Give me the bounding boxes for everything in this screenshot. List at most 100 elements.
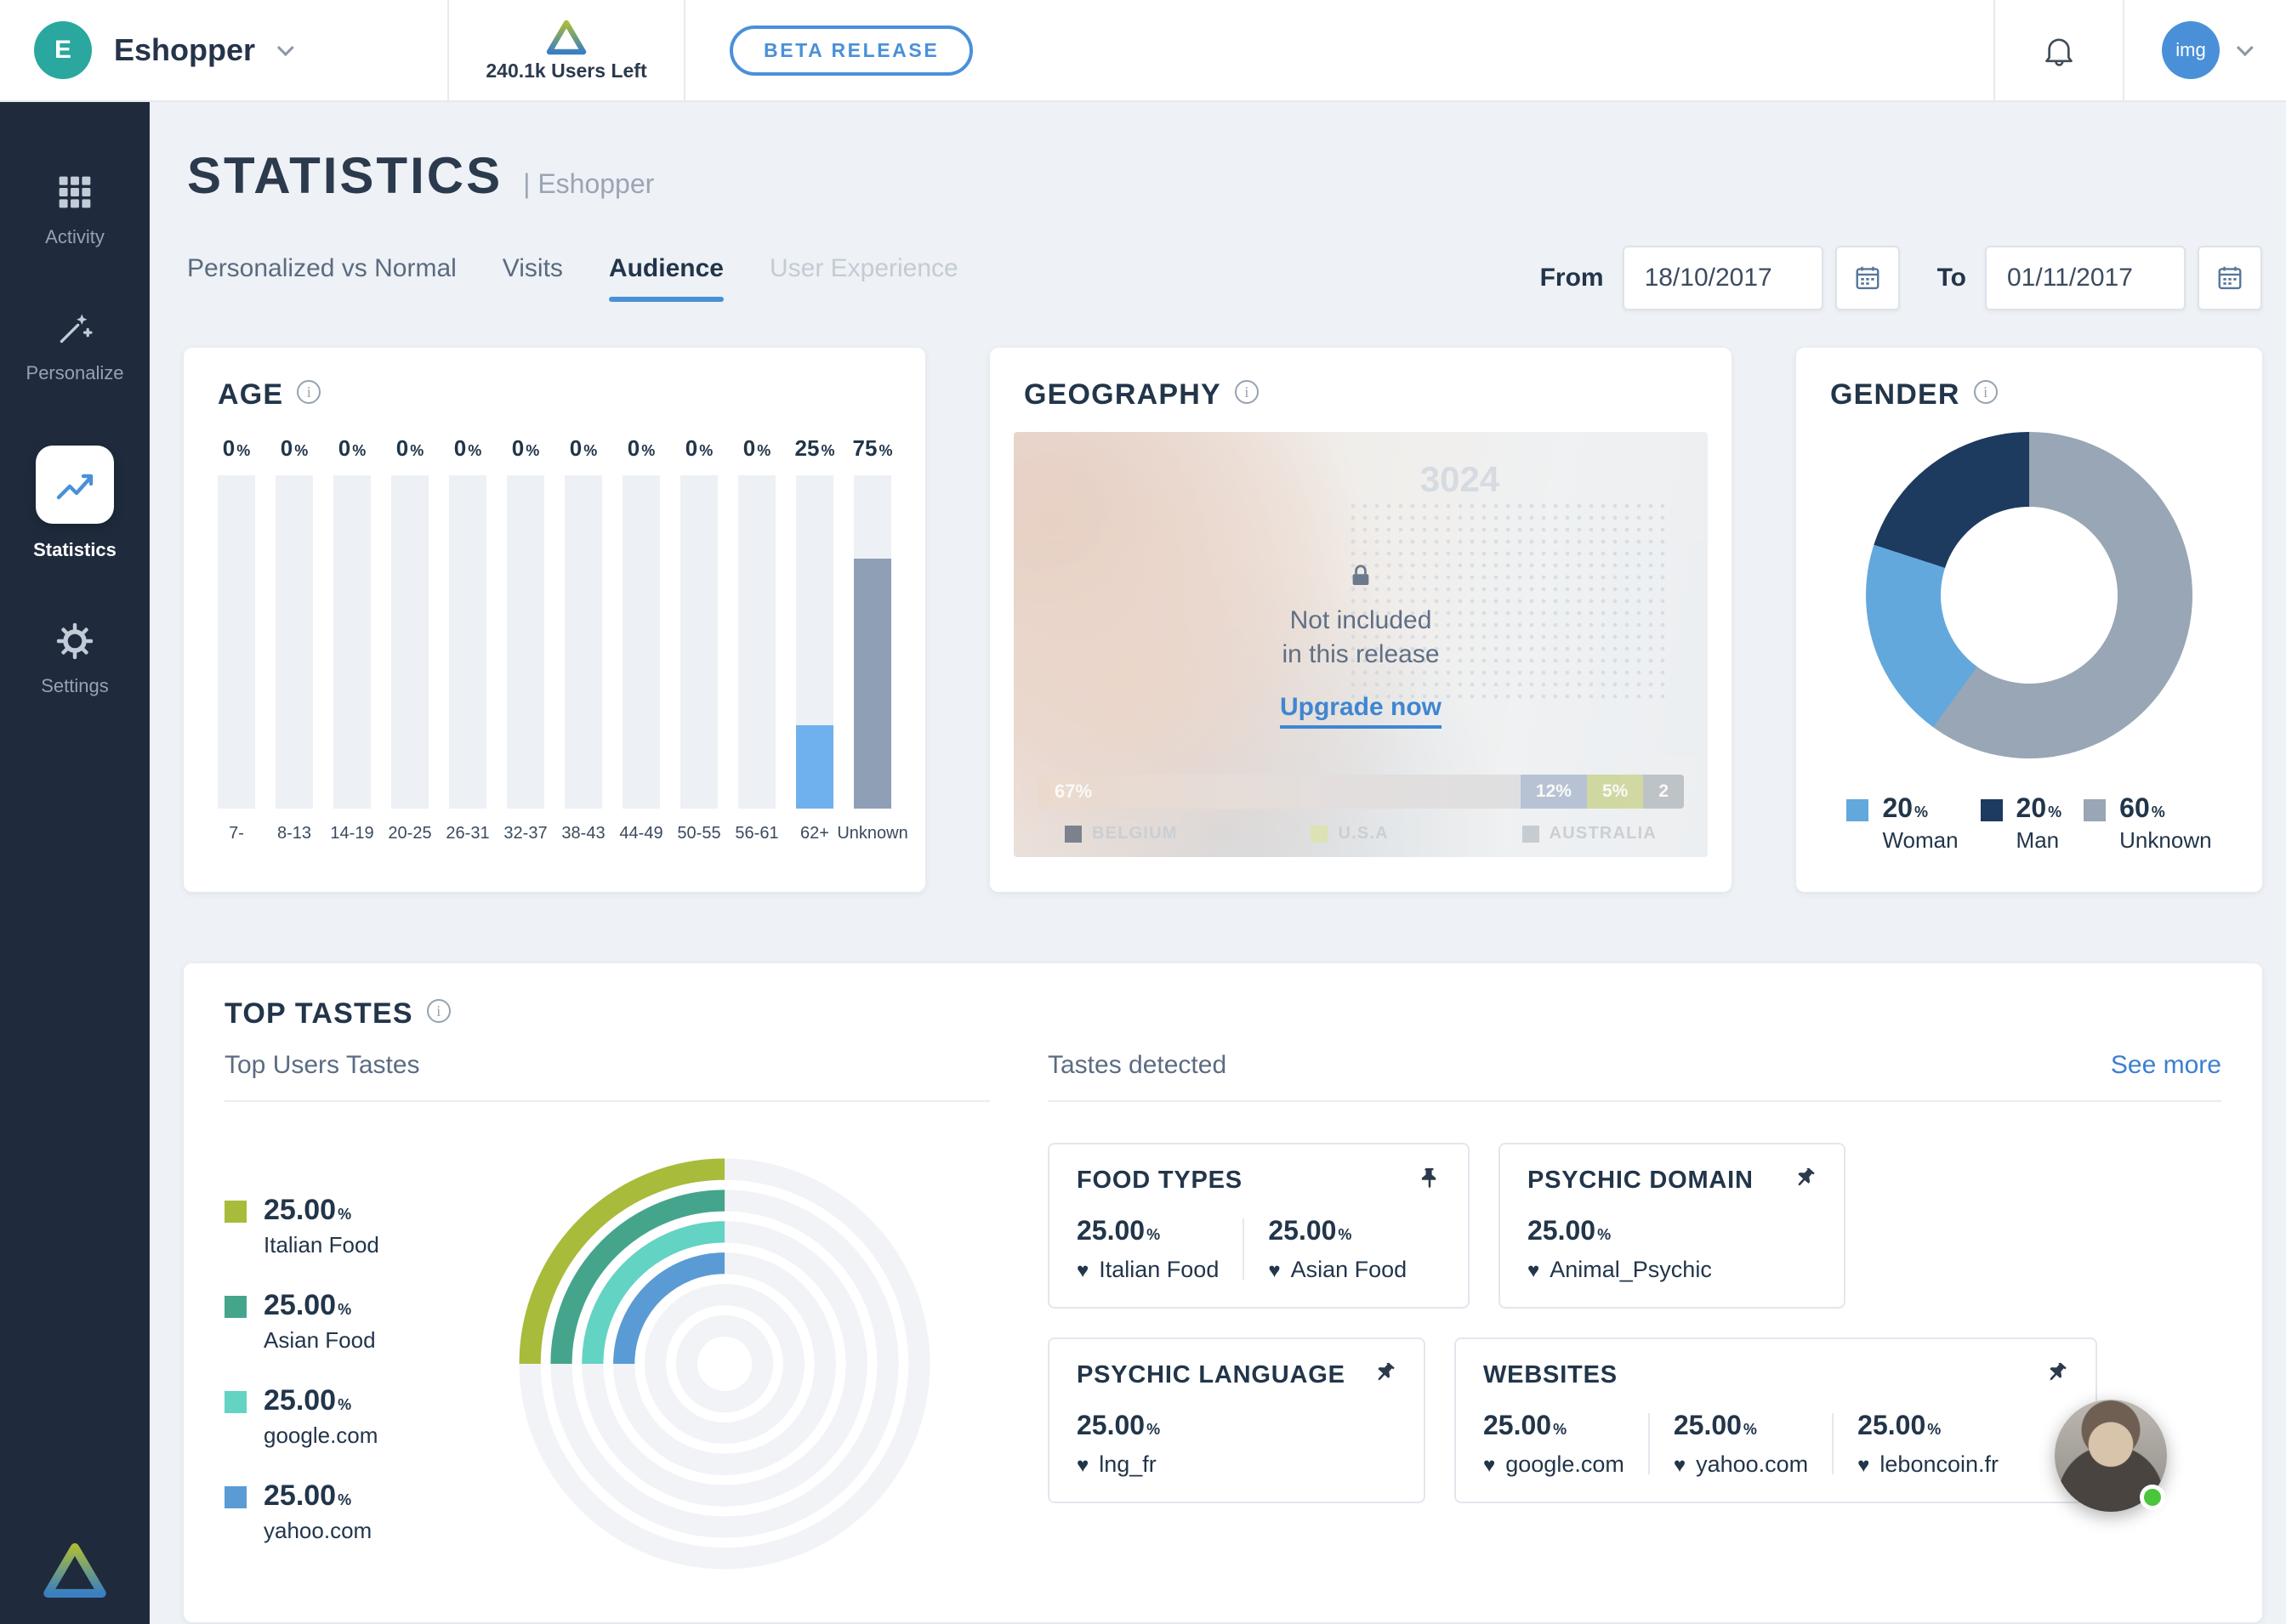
date-range-controls: From To [1540, 246, 2262, 310]
page-title: STATISTICS [187, 147, 503, 204]
grid-icon [56, 173, 94, 211]
legend-swatch [2084, 799, 2107, 821]
page-subtitle: | Eshopper [523, 168, 655, 199]
world-map-dots [1346, 500, 1667, 704]
tastes-detected-subtitle: Tastes detected [1048, 1051, 1227, 1079]
upgrade-now-link[interactable]: Upgrade now [1279, 693, 1442, 729]
gender-donut [1866, 432, 2192, 758]
topbar: E Eshopper 240.1k Users Left BETA RELEAS… [0, 0, 2286, 102]
user-avatar: img [2162, 21, 2220, 79]
tastes-legend-item: 25.00% Italian Food [225, 1194, 507, 1258]
detected-card-websites: WEBSITES 25.00% ♥ google.com 25.00% [1454, 1337, 2097, 1503]
tastes-legend-item: 25.00% google.com [225, 1384, 507, 1449]
date-to-label: To [1936, 264, 1966, 292]
lock-icon [1346, 561, 1375, 590]
gear-icon [56, 622, 94, 660]
pin-icon[interactable] [1790, 1162, 1822, 1194]
chat-widget-avatar[interactable] [2055, 1400, 2167, 1512]
date-to-calendar-button[interactable] [2198, 246, 2262, 310]
users-left-indicator: 240.1k Users Left [447, 0, 685, 100]
brand-triangle-icon [546, 19, 587, 56]
statistics-icon [36, 446, 114, 524]
gender-legend-item: 20% Woman [1846, 792, 1959, 854]
org-avatar: E [34, 21, 92, 79]
detected-card-food-types: FOOD TYPES 25.00% ♥ Italian Food 25.00% [1048, 1143, 1470, 1309]
chevron-down-icon [2236, 39, 2254, 57]
age-bar-column: 0% 32-37 [503, 435, 548, 843]
pin-icon[interactable] [1370, 1357, 1402, 1388]
age-bar-chart: 0% 7- 0% 8-13 0% 14-19 0% 20-25 0% 26-31 0% 32… [218, 435, 908, 843]
geography-card: GEOGRAPHY 3024 67% 12% 5% 2 [990, 348, 1732, 892]
heart-icon: ♥ [1857, 1454, 1870, 1477]
tastes-radial-chart [519, 1158, 930, 1570]
gender-card-title: GENDER [1830, 378, 1960, 411]
detected-item: 25.00% ♥ Italian Food [1077, 1215, 1220, 1282]
sidebar-item-settings[interactable]: Settings [0, 622, 150, 697]
tab-personalized-vs-normal[interactable]: Personalized vs Normal [187, 254, 457, 282]
geography-country-bar: 67% 12% 5% 2 [1038, 775, 1684, 809]
age-bar-column: 0% 44-49 [619, 435, 663, 843]
geography-preview: 3024 67% 12% 5% 2 BELGIUM U.S.A AUSTR [1014, 432, 1708, 857]
detected-item: 25.00% ♥ leboncoin.fr [1857, 1410, 1999, 1477]
tastes-legend-item: 25.00% Asian Food [225, 1289, 507, 1354]
top-tastes-card: TOP TASTES Top Users Tastes 25.00%Italia… [184, 963, 2262, 1622]
heart-icon: ♥ [1527, 1259, 1540, 1282]
detected-card-psychic-domain: PSYCHIC DOMAIN 25.00% ♥ Animal_Psychic [1498, 1143, 1845, 1309]
detected-item: 25.00% ♥ Animal_Psychic [1527, 1215, 1712, 1282]
gender-legend-item: 60% Unknown [2084, 792, 2212, 854]
info-icon[interactable] [426, 999, 451, 1023]
sidebar-item-activity[interactable]: Activity [0, 173, 150, 248]
notifications-button[interactable] [1993, 0, 2123, 100]
top-users-tastes-panel: Top Users Tastes 25.00% Italian Food 25.0… [225, 1051, 990, 1581]
tastes-detected-panel: Tastes detected See more FOOD TYPES 25.0… [1048, 1051, 2221, 1581]
heart-icon: ♥ [1268, 1259, 1281, 1282]
heart-icon: ♥ [1077, 1259, 1089, 1282]
age-bar-column: 75% Unknown [837, 435, 908, 843]
tab-user-experience[interactable]: User Experience [769, 254, 958, 282]
age-bar-column: 0% 56-61 [735, 435, 779, 843]
chevron-down-icon [276, 39, 294, 57]
locked-message: Not included [1289, 605, 1432, 634]
tab-audience[interactable]: Audience [609, 254, 724, 302]
see-more-link[interactable]: See more [2110, 1051, 2221, 1079]
beta-release-badge: BETA RELEASE [730, 25, 974, 76]
age-card-title: AGE [218, 378, 284, 411]
legend-swatch [1980, 799, 2003, 821]
age-bar-column: 0% 26-31 [446, 435, 490, 843]
tabs-row: Personalized vs Normal Visits Audience U… [184, 246, 2262, 310]
tab-visits[interactable]: Visits [502, 254, 563, 282]
info-icon[interactable] [1973, 380, 1998, 404]
magic-wand-icon [56, 309, 94, 347]
date-from-label: From [1539, 264, 1604, 292]
pin-icon[interactable] [1419, 1167, 1441, 1189]
online-status-dot [2140, 1485, 2165, 1510]
date-from-input[interactable] [1622, 246, 1823, 310]
heart-icon: ♥ [1673, 1454, 1686, 1477]
geography-legend: BELGIUM U.S.A AUSTRALIA [1038, 824, 1684, 843]
beta-area: BETA RELEASE [685, 0, 1993, 100]
detected-item: 25.00% ♥ lng_fr [1077, 1410, 1161, 1477]
age-bar-column: 0% 7- [218, 435, 255, 843]
bell-icon [2041, 32, 2077, 68]
age-bar-column: 25% 62+ [794, 435, 835, 843]
sidebar-item-statistics[interactable]: Statistics [0, 446, 150, 561]
tastes-legend-item: 25.00% yahoo.com [225, 1479, 507, 1544]
legend-swatch [225, 1391, 247, 1413]
legend-swatch [225, 1486, 247, 1508]
user-menu[interactable]: img [2123, 0, 2286, 100]
pin-icon[interactable] [2042, 1357, 2073, 1388]
date-from-calendar-button[interactable] [1834, 246, 1900, 310]
info-icon[interactable] [1234, 380, 1259, 404]
info-icon[interactable] [297, 380, 321, 404]
org-switcher[interactable]: E Eshopper [0, 0, 447, 100]
detected-card-psychic-language: PSYCHIC LANGUAGE 25.00% ♥ lng_fr [1048, 1337, 1425, 1503]
legend-swatch [225, 1296, 247, 1318]
detected-item: 25.00% ♥ yahoo.com [1673, 1410, 1809, 1477]
heart-icon: ♥ [1483, 1454, 1496, 1477]
org-name: Eshopper [114, 32, 256, 67]
date-to-input[interactable] [1985, 246, 2186, 310]
geography-card-title: GEOGRAPHY [1024, 378, 1221, 411]
tastes-legend: 25.00% Italian Food 25.00% Asian Food 25.0… [225, 1146, 507, 1581]
detected-item: 25.00% ♥ google.com [1483, 1410, 1624, 1477]
sidebar-item-personalize[interactable]: Personalize [0, 309, 150, 384]
